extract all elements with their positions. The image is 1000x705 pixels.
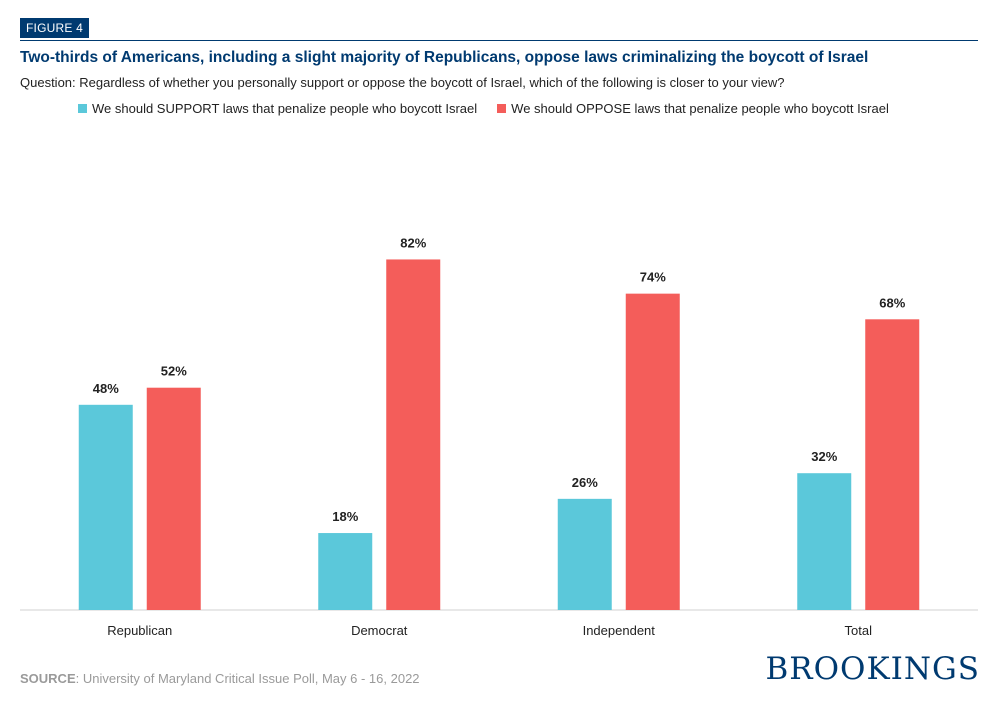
legend-label-oppose: We should OPPOSE laws that penalize peop… [511, 101, 889, 116]
bar-democrat-oppose [386, 259, 441, 610]
legend-swatch-support [78, 104, 87, 113]
chart-subtitle: Question: Regardless of whether you pers… [20, 75, 785, 90]
brookings-logo: BROOKINGS [765, 651, 980, 687]
bar-independent-oppose [625, 293, 680, 610]
x-tick-label-total: Total [845, 623, 873, 638]
x-tick-label-independent: Independent [583, 623, 656, 638]
bar-independent-support [557, 498, 612, 610]
data-label-independent-support: 26% [572, 475, 598, 490]
legend-item-support: We should SUPPORT laws that penalize peo… [78, 101, 477, 116]
source-text: : University of Maryland Critical Issue … [75, 671, 420, 686]
data-label-independent-oppose: 74% [640, 270, 666, 285]
bar-total-support [797, 473, 852, 610]
data-label-democrat-support: 18% [332, 509, 358, 524]
data-label-republican-support: 48% [93, 381, 119, 396]
legend-item-oppose: We should OPPOSE laws that penalize peop… [497, 101, 889, 116]
figure-label: FIGURE 4 [20, 18, 89, 38]
x-tick-label-republican: Republican [107, 623, 172, 638]
legend: We should SUPPORT laws that penalize peo… [78, 101, 909, 116]
data-label-total-support: 32% [811, 449, 837, 464]
bar-democrat-support [318, 533, 373, 610]
data-label-republican-oppose: 52% [161, 364, 187, 379]
header-rule [20, 40, 978, 41]
data-label-democrat-oppose: 82% [400, 235, 426, 250]
bar-total-oppose [865, 319, 920, 610]
legend-label-support: We should SUPPORT laws that penalize peo… [92, 101, 478, 116]
legend-swatch-oppose [497, 104, 507, 113]
source-note: SOURCE: University of Maryland Critical … [20, 671, 420, 686]
bar-republican-support [78, 404, 133, 610]
bar-republican-oppose [146, 387, 201, 610]
chart-title: Two-thirds of Americans, including a sli… [20, 49, 869, 66]
x-tick-label-democrat: Democrat [351, 623, 408, 638]
data-label-total-oppose: 68% [879, 295, 905, 310]
source-label: SOURCE [20, 671, 76, 686]
